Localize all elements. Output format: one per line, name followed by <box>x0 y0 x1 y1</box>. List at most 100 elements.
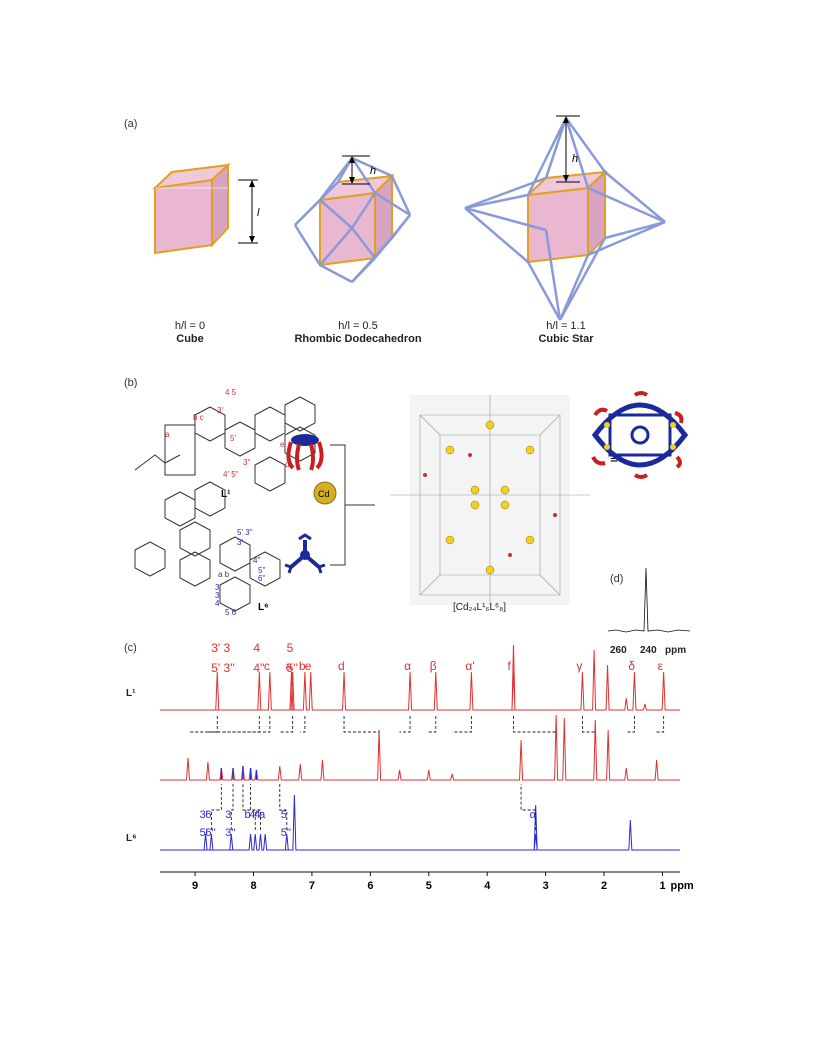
svg-text:b c: b c <box>193 413 204 422</box>
dim-l-label: l <box>257 207 260 219</box>
l1-peak-label: δ <box>628 659 635 673</box>
ligand-l6-label: L⁶ <box>258 602 269 613</box>
l1-peak-label: 5'' <box>287 661 298 675</box>
trace-l6-label: L⁶ <box>126 833 137 844</box>
svg-text:e: e <box>280 440 285 449</box>
svg-text:5 6: 5 6 <box>225 608 237 617</box>
svg-text:3': 3' <box>217 406 223 415</box>
cage-schematic <box>591 391 689 479</box>
correlation-link <box>242 784 256 830</box>
correlation-link <box>210 784 222 830</box>
svg-text:6'': 6'' <box>258 574 266 583</box>
inset-tick-1: 260 <box>610 645 627 656</box>
l1-peak-label: 4'' <box>253 661 264 675</box>
rhombic-dodecahedron-shape <box>293 155 412 284</box>
correlation-link <box>626 716 635 733</box>
svg-text:4: 4 <box>215 599 220 608</box>
crystal-structure <box>390 395 590 605</box>
correlation-link <box>428 716 437 733</box>
cubic-star-name: Cubic Star <box>538 333 594 345</box>
l1-peak-label: 3' 3 <box>211 641 230 655</box>
panel-a-label: (a) <box>124 118 138 130</box>
l6-peak-label: 6'' <box>205 827 215 839</box>
correlation-link <box>520 784 537 830</box>
x-tick-label: 9 <box>192 880 198 892</box>
x-tick-label: 7 <box>309 880 315 892</box>
cubic-star-ratio: h/l = 1.1 <box>546 320 586 332</box>
svg-text:4 5: 4 5 <box>225 388 237 397</box>
cube-ratio: h/l = 0 <box>174 320 206 332</box>
l6-peak-label: b <box>245 809 251 821</box>
trace-l1 <box>160 644 680 711</box>
correlation-link <box>279 716 294 733</box>
cubic-star-shape <box>464 115 666 321</box>
l6-peak-label: 3 <box>225 809 231 821</box>
cube-name: Cube <box>176 333 204 345</box>
l6-peak-label: 5 <box>281 809 287 821</box>
correlation-link <box>343 716 380 733</box>
svg-text:3: 3 <box>215 591 220 600</box>
l1-peak-label: c <box>264 659 270 673</box>
svg-text:3: 3 <box>215 583 220 592</box>
rhombic-name: Rhombic Dodecahedron <box>294 333 422 345</box>
trace-l6 <box>160 794 680 851</box>
nmr-spectra: 3' 35' 3''44'' c55''a b e d α β α' f γ δ ε63'6''5'3… <box>160 641 694 892</box>
correlation-link <box>230 784 234 830</box>
l1-peak-label: α <box>404 659 411 673</box>
svg-text:a: a <box>165 430 170 439</box>
l1-peak-label: β <box>430 659 437 673</box>
l1-peak-label: 5 <box>287 641 294 655</box>
x-tick-label: 4 <box>484 880 491 892</box>
x-tick-label: 3 <box>543 880 549 892</box>
dim-h-label-2: h <box>572 153 578 165</box>
correlation-link <box>250 784 261 830</box>
correlation-link <box>279 784 288 830</box>
ligand-l6-structure <box>134 481 281 612</box>
correlation-link <box>221 716 271 733</box>
correlation-link <box>300 716 306 733</box>
l1-peak-label: f <box>507 659 511 673</box>
cube-shape <box>152 162 258 255</box>
ligand-l1-label: L¹ <box>221 489 231 500</box>
svg-text:5': 5' <box>230 434 236 443</box>
l1-peak-label: 5' 3'' <box>211 661 235 675</box>
panel-d-label: (d) <box>610 573 624 585</box>
l6-peak-label: 3'' <box>225 827 235 839</box>
svg-text:3'': 3'' <box>243 458 251 467</box>
inset-unit: ppm <box>665 645 687 656</box>
ligand-l1-icon <box>286 434 324 471</box>
dim-h-label-1: h <box>370 165 376 177</box>
ligand-l6-icon <box>284 533 326 574</box>
l1-peak-label: ε <box>658 659 664 673</box>
l1-peak-label: 4 <box>253 641 260 655</box>
l6-peak-label: 4 <box>254 809 260 821</box>
correlation-link <box>581 716 596 733</box>
l1-peak-label: α' <box>465 659 474 673</box>
l6-peak-label: 6 <box>205 809 211 821</box>
correlation-link <box>399 716 411 733</box>
correlation-link <box>452 716 472 733</box>
correlation-link <box>188 716 218 733</box>
trace-complex <box>160 714 680 781</box>
l1-peak-label: a <box>285 659 292 673</box>
svg-text:3': 3' <box>237 538 243 547</box>
ligand-l1-structure <box>134 396 316 492</box>
trace-l1-label: L¹ <box>126 688 136 699</box>
correlation-link <box>207 716 260 733</box>
l1-peak-label: e <box>305 659 312 673</box>
self-assembly-scheme: 4 5 3' b c a 5' e d 4' 5'' 3'' L¹ 5' 3''… <box>134 388 689 617</box>
svg-text:4'': 4'' <box>253 556 261 565</box>
svg-text:5' 3'': 5' 3'' <box>237 528 253 537</box>
panel-c-label: (c) <box>124 642 137 654</box>
x-tick-label: 5 <box>426 880 432 892</box>
cd-nmr-inset <box>607 567 691 633</box>
correlation-link <box>513 716 557 733</box>
l6-peak-label: 5' <box>200 827 208 839</box>
l6-peak-label: 3' <box>200 809 208 821</box>
correlation-link <box>656 716 665 733</box>
svg-text:a b: a b <box>218 570 230 579</box>
l1-peak-label: d <box>338 659 345 673</box>
l6-peak-label: a <box>259 809 266 821</box>
rhombic-ratio: h/l = 0.5 <box>338 320 378 332</box>
complex-formula: [Cd₂₄L¹₆L⁶₈] <box>453 602 507 613</box>
